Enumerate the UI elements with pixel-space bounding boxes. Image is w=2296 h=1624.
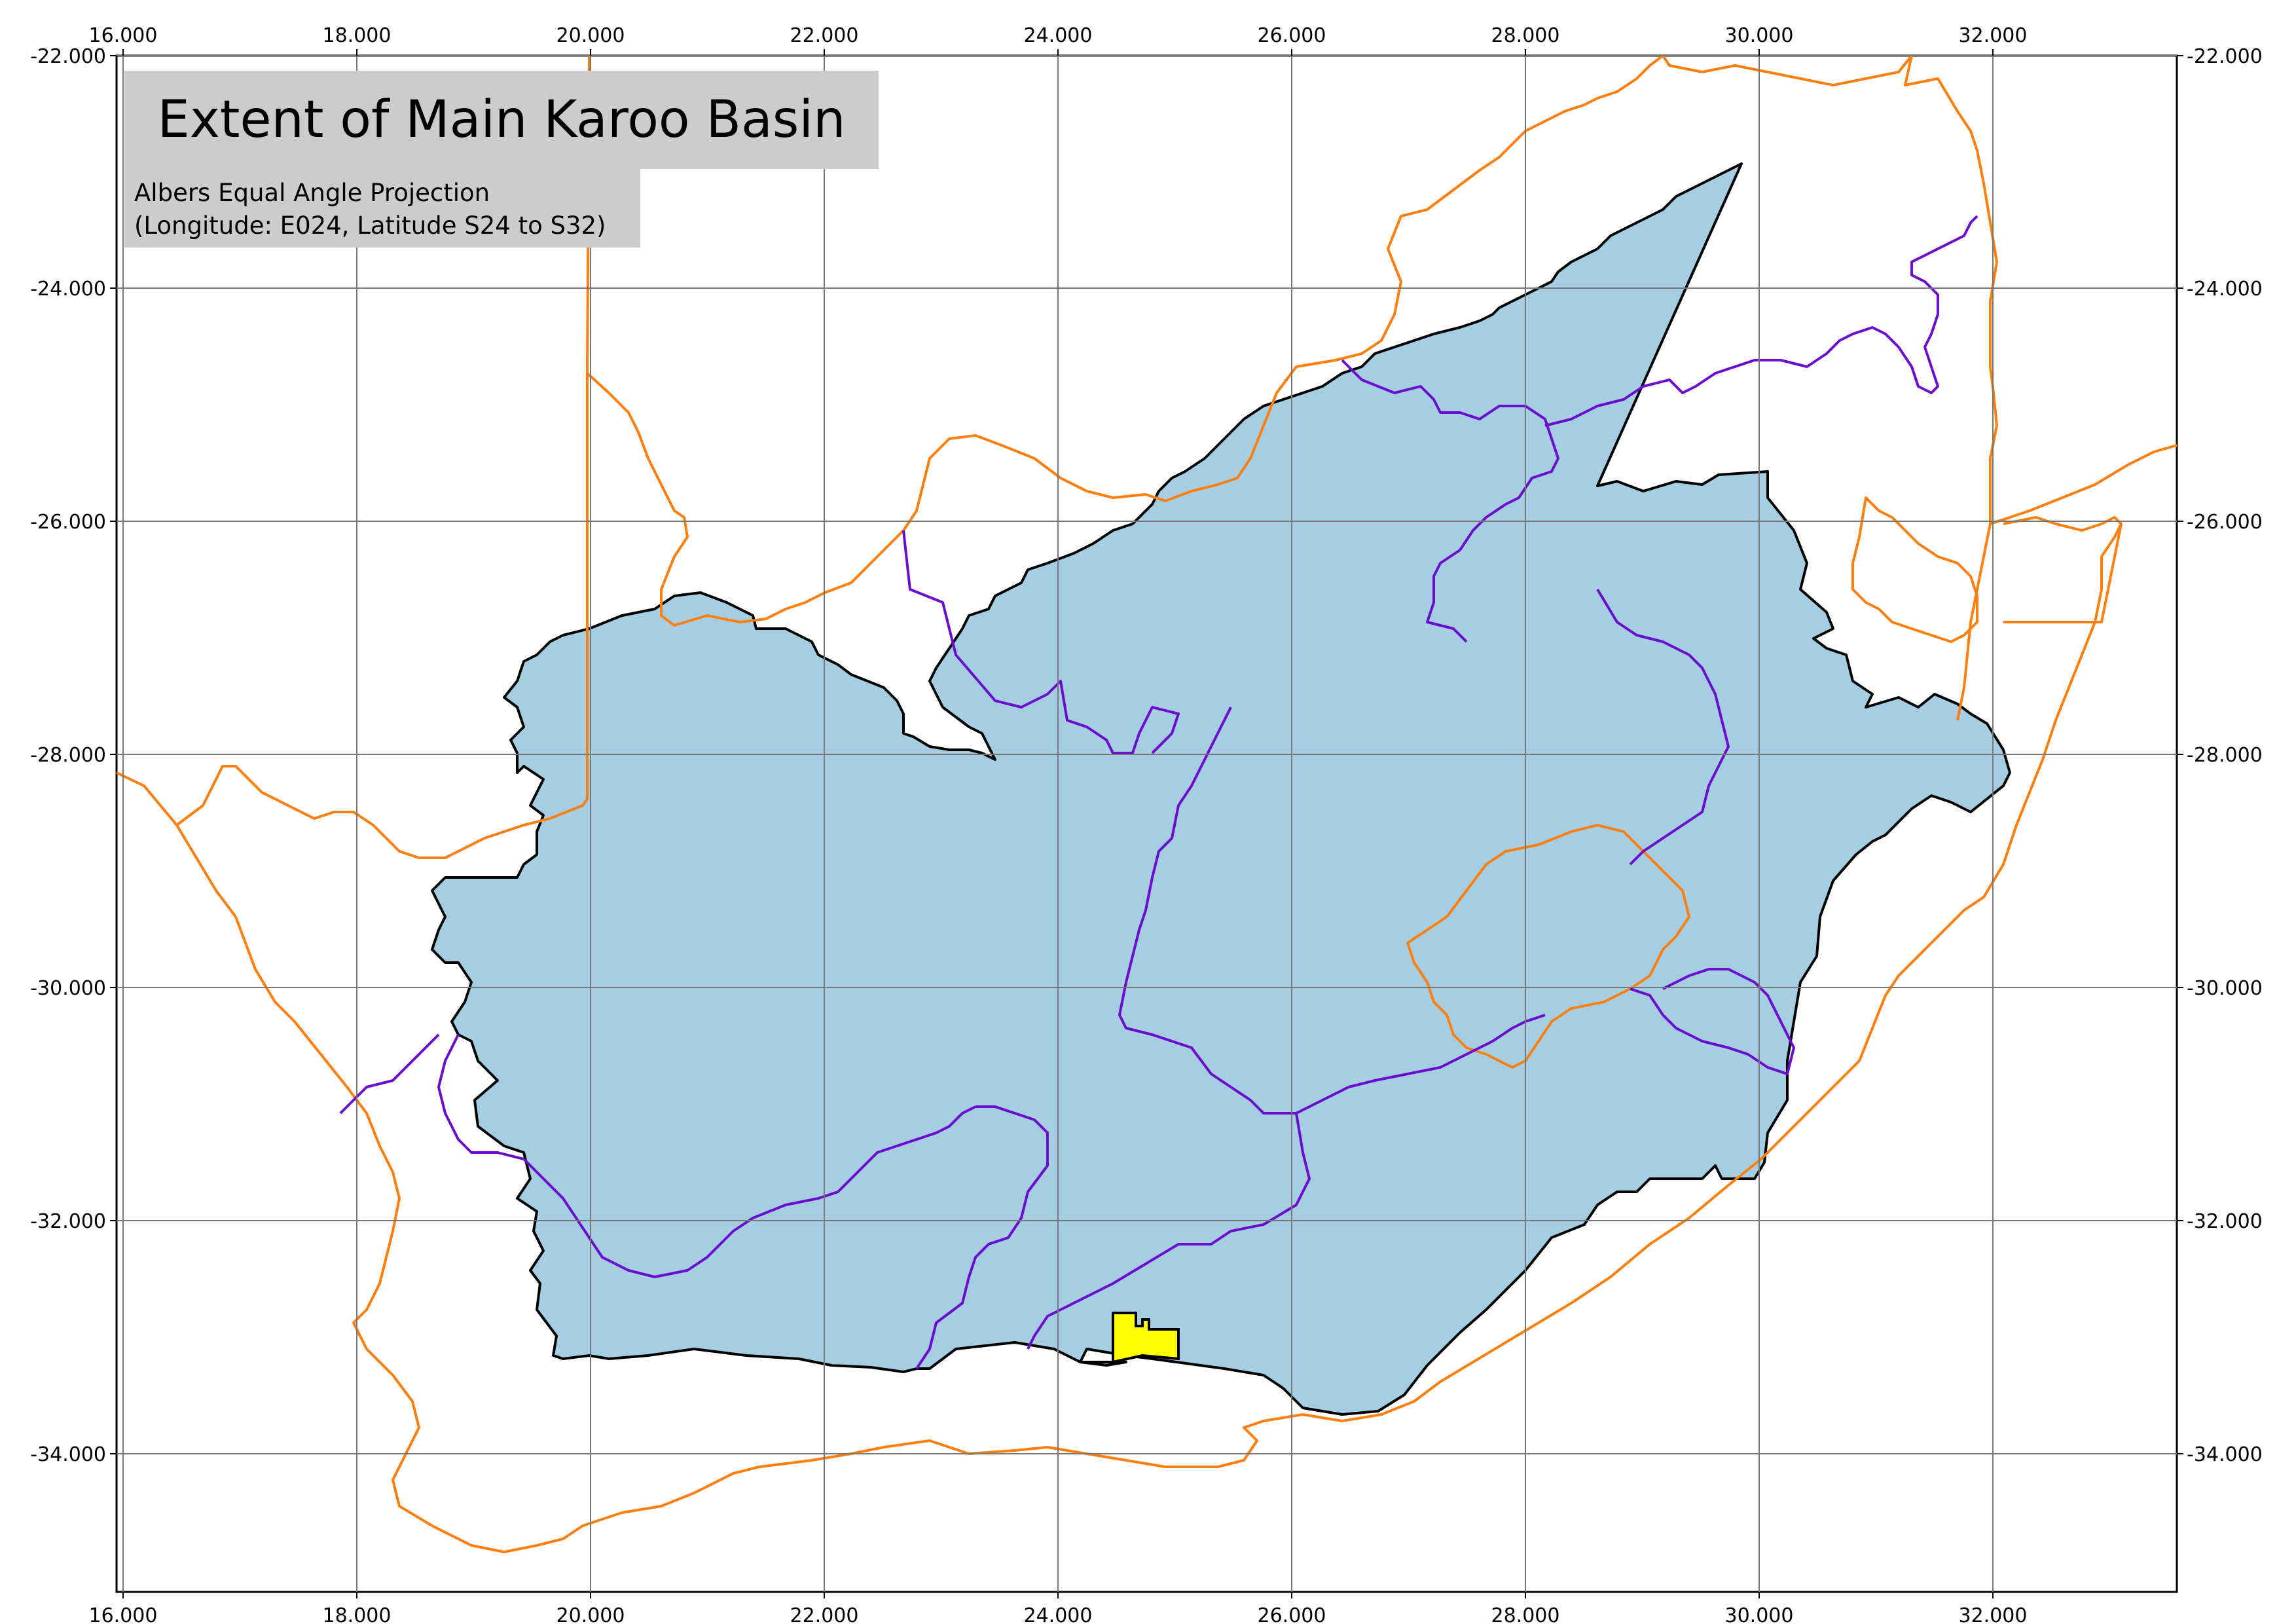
y-tick-label: -34.000 (30, 1443, 106, 1466)
border-east-coast-north (1990, 444, 2178, 525)
y-tick-label: -30.000 (30, 977, 106, 1000)
y-tick-label: -32.000 (2187, 1210, 2263, 1233)
y-tick-labels-right: -22.000 -24.000 -26.000 -28.000 -30.000 … (2187, 45, 2263, 1466)
x-tick-label: 26.000 (1258, 24, 1326, 47)
x-tick-label: 30.000 (1725, 1604, 1794, 1624)
y-tick-label: -22.000 (2187, 45, 2263, 68)
province-border-wc (437, 1034, 976, 1278)
x-tick-label: 24.000 (1024, 1604, 1093, 1624)
y-tick-label: -28.000 (30, 744, 106, 767)
x-tick-label: 18.000 (323, 24, 392, 47)
province-border-west-south (1027, 1113, 1311, 1350)
province-border-ne (1341, 359, 1559, 643)
x-tick-label: 28.000 (1491, 24, 1560, 47)
y-tick-label: -26.000 (30, 511, 106, 534)
x-tick-label: 22.000 (790, 24, 859, 47)
x-tick-label: 16.000 (89, 1604, 158, 1624)
province-border-ec (1630, 968, 1795, 1075)
border-botswana (1662, 54, 1913, 86)
x-tick-label: 24.000 (1024, 24, 1093, 47)
border-lesotho (1406, 824, 1690, 1069)
province-border-wc2 (915, 1105, 1049, 1370)
y-tick-label: -32.000 (30, 1210, 106, 1233)
border-west (116, 373, 589, 859)
y-tick-label: -24.000 (2187, 278, 2263, 301)
x-tick-label: 22.000 (790, 1604, 859, 1624)
province-borders (339, 215, 1978, 1370)
y-tick-label: -22.000 (30, 45, 106, 68)
province-border-central (1596, 588, 1730, 866)
border-swaziland (1851, 496, 1978, 643)
map-subtitle: Albers Equal Angle Projection (Longitude… (134, 177, 638, 242)
y-tick-label: -34.000 (2187, 1443, 2263, 1466)
subtitle-line-parameters: (Longitude: E024, Latitude S24 to S32) (134, 212, 606, 240)
x-tick-label: 20.000 (556, 1604, 625, 1624)
x-tick-label: 18.000 (323, 1604, 392, 1624)
province-border-south (1296, 1014, 1546, 1115)
map-title: Extent of Main Karoo Basin (157, 90, 846, 149)
x-tick-label: 28.000 (1491, 1604, 1560, 1624)
x-tick-label: 26.000 (1258, 1604, 1326, 1624)
graticule (117, 55, 2177, 1592)
y-tick-label: -26.000 (2187, 511, 2263, 534)
border-mozambique-inner (2003, 516, 2123, 623)
tick-marks (110, 49, 2183, 1598)
karoo-basin-polygon (431, 162, 2011, 1416)
title-box (124, 71, 879, 169)
x-tick-label: 32.000 (1959, 1604, 2028, 1624)
subtitle-line-projection: Albers Equal Angle Projection (134, 179, 490, 207)
border-northeast (1904, 55, 1998, 721)
subtitle-box (124, 169, 640, 248)
y-tick-label: -28.000 (2187, 744, 2263, 767)
x-tick-label: 32.000 (1959, 24, 2028, 47)
x-tick-label: 16.000 (89, 24, 158, 47)
x-tick-label: 30.000 (1725, 24, 1794, 47)
y-tick-labels-left: -22.000 -24.000 -26.000 -28.000 -30.000 … (30, 45, 106, 1466)
y-tick-label: -30.000 (2187, 977, 2263, 1000)
x-tick-labels-top: 16.000 18.000 20.000 22.000 24.000 26.00… (89, 24, 2028, 47)
x-tick-labels-bottom: 16.000 18.000 20.000 22.000 24.000 26.00… (89, 1604, 2028, 1624)
y-tick-label: -24.000 (30, 278, 106, 301)
province-border-west (1118, 707, 1296, 1115)
province-border-north (902, 530, 1180, 754)
border-namibia-sa (586, 54, 1664, 627)
province-border-ne2 (1544, 215, 1978, 427)
x-tick-label: 20.000 (556, 24, 625, 47)
province-border-wc3 (339, 1033, 440, 1115)
study-area-highlight (1112, 1312, 1180, 1364)
